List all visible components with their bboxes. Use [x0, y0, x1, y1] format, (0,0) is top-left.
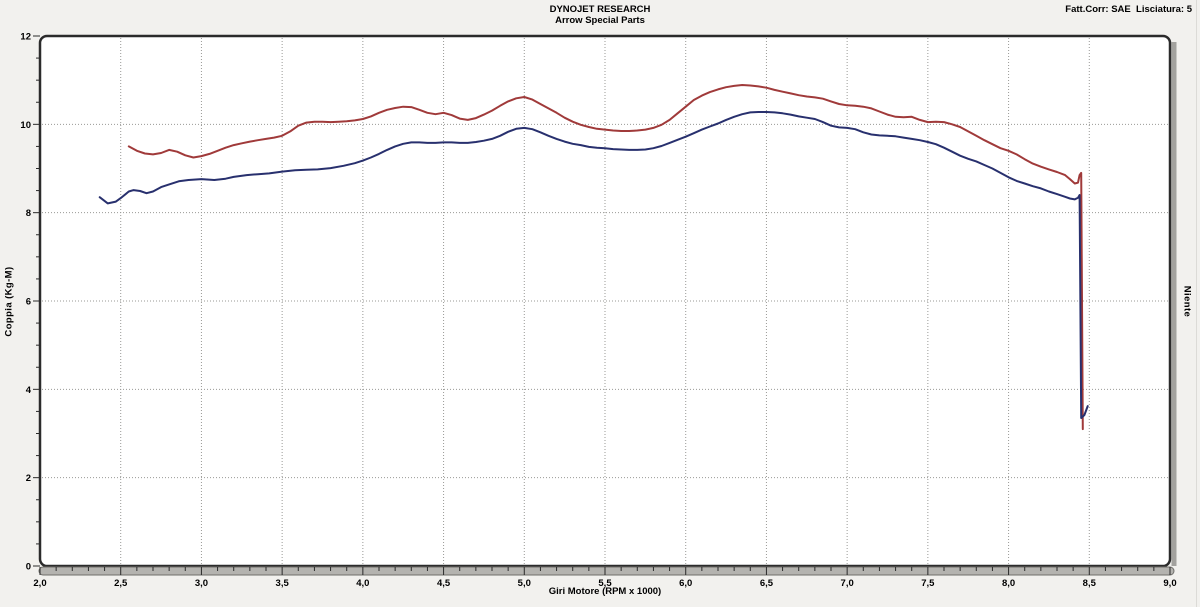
- y-tick-label: 10: [20, 120, 31, 131]
- x-tick-label: 8,0: [1002, 578, 1015, 589]
- y-axis-title-left: Coppia (Kg-M): [3, 266, 15, 337]
- x-tick-label: 6,5: [760, 578, 774, 589]
- chart-title: DYNOJET RESEARCH: [549, 4, 651, 15]
- x-tick-label: 6,0: [679, 578, 692, 589]
- y-tick-label: 8: [26, 208, 31, 219]
- y-tick-label: 2: [26, 473, 31, 484]
- x-tick-label: 9,0: [1163, 578, 1176, 589]
- y-tick-label: 12: [20, 32, 31, 43]
- chart-subtitle: Arrow Special Parts: [555, 15, 645, 26]
- curve-torque-blue: [98, 111, 1089, 419]
- y-tick-label: 4: [26, 385, 32, 396]
- x-tick-label: 5,5: [598, 578, 612, 589]
- y-tick-label: 0: [26, 562, 31, 573]
- y-axis-title-right: Niente: [1181, 285, 1193, 318]
- x-tick-label: 5,0: [518, 578, 531, 589]
- x-tick-label: 4,0: [356, 578, 369, 589]
- chart-header: DYNOJET RESEARCH Arrow Special Parts: [0, 4, 1200, 26]
- x-tick-label: 2,0: [33, 578, 46, 589]
- plot-background: [40, 36, 1170, 566]
- x-tick-label: 3,0: [195, 578, 208, 589]
- curve-torque-red: [127, 84, 1084, 431]
- x-tick-label: 2,5: [114, 578, 128, 589]
- x-axis-strip: [38, 566, 1175, 576]
- x-tick-label: 4,5: [437, 578, 451, 589]
- y-tick-label: 6: [26, 297, 31, 308]
- x-tick-label: 3,5: [276, 578, 290, 589]
- x-tick-label: 7,5: [921, 578, 935, 589]
- x-tick-label: 7,0: [841, 578, 854, 589]
- correction-info: Fatt.Corr: SAE Lisciatura: 5: [1065, 4, 1192, 15]
- x-tick-label: 8,5: [1083, 578, 1097, 589]
- plot-shadow-right: [1171, 42, 1177, 566]
- window-edge-divider: [1196, 0, 1197, 607]
- x-axis-title: Giri Motore (RPM x 1000): [548, 586, 662, 597]
